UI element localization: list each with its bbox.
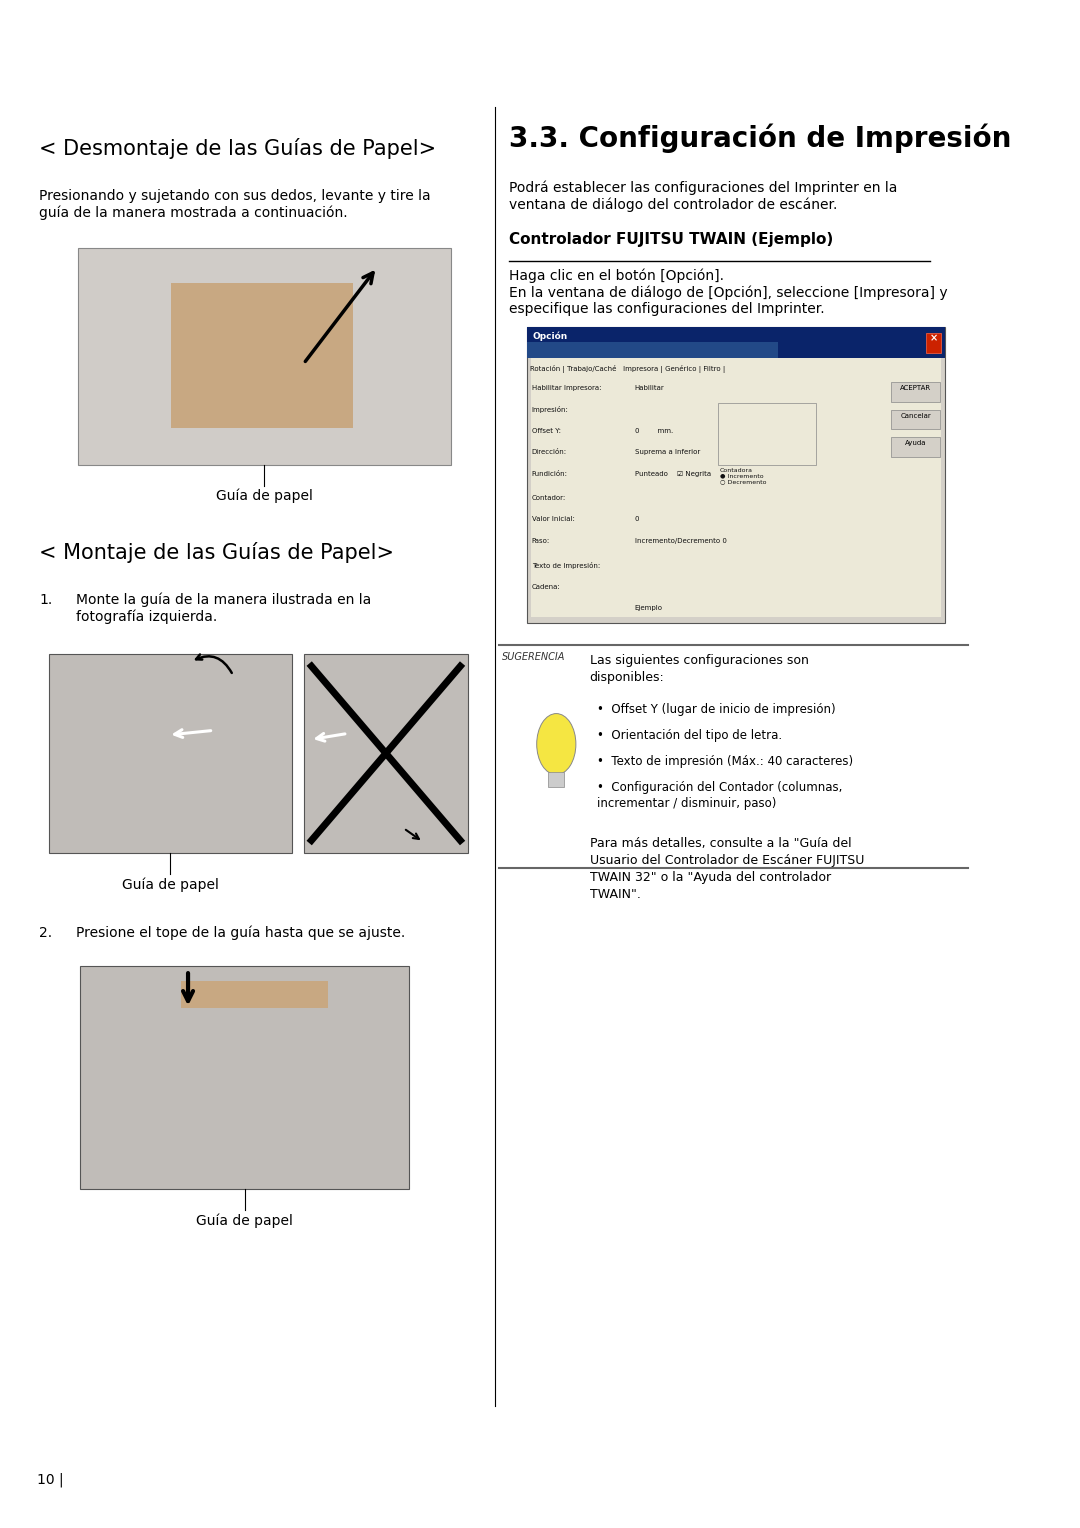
Text: Cancelar: Cancelar	[901, 413, 931, 419]
Text: ACEPTAR: ACEPTAR	[900, 385, 931, 391]
Bar	[172, 283, 352, 428]
Text: Punteado    ☑ Negrita: Punteado ☑ Negrita	[635, 471, 711, 477]
Text: Monte la guía de la manera ilustrada en la
fotografía izquierda.: Monte la guía de la manera ilustrada en …	[77, 593, 372, 623]
Bar	[80, 966, 409, 1189]
Text: Habilitar: Habilitar	[635, 385, 664, 391]
Text: Haga clic en el botón [Opción].
En la ventana de diálogo de [Opción], seleccione: Haga clic en el botón [Opción]. En la ve…	[510, 269, 948, 316]
Text: 0        mm.: 0 mm.	[635, 428, 673, 434]
Bar	[79, 248, 450, 465]
Bar	[181, 981, 328, 1008]
Text: •  Orientación del tipo de letra.: • Orientación del tipo de letra.	[597, 729, 783, 743]
Text: Offset Y:: Offset Y:	[531, 428, 561, 434]
Text: Valor Inicial:: Valor Inicial:	[531, 516, 575, 523]
Text: Dirección:: Dirección:	[531, 449, 567, 455]
Bar	[527, 327, 945, 623]
Text: Texto de Impresión:: Texto de Impresión:	[531, 562, 600, 570]
Text: < Montaje de las Guías de Papel>: < Montaje de las Guías de Papel>	[39, 542, 394, 564]
Text: Incremento/Decremento 0: Incremento/Decremento 0	[635, 538, 727, 544]
Text: Para más detalles, consulte a la "Guía del
Usuario del Controlador de Escáner FU: Para más detalles, consulte a la "Guía d…	[590, 837, 864, 902]
Text: Fundición:: Fundición:	[531, 471, 568, 477]
Text: Habilitar Impresora:: Habilitar Impresora:	[531, 385, 602, 391]
Bar	[718, 403, 815, 465]
Bar	[549, 772, 564, 787]
Text: Impresión:: Impresión:	[531, 406, 569, 414]
Text: Podrá establecer las configuraciones del Imprinter en la
ventana de diálogo del : Podrá establecer las configuraciones del…	[510, 180, 897, 211]
Text: 10 |: 10 |	[37, 1473, 64, 1487]
Text: Suprema a Inferior: Suprema a Inferior	[635, 449, 700, 455]
Text: •  Texto de impresión (Máx.: 40 caracteres): • Texto de impresión (Máx.: 40 caractere…	[597, 755, 853, 769]
Text: Las siguientes configuraciones son
disponibles:: Las siguientes configuraciones son dispo…	[590, 654, 809, 685]
Text: Ejemplo: Ejemplo	[635, 605, 663, 611]
Text: Contadora
● Incremento
○ Decremento: Contadora ● Incremento ○ Decremento	[720, 468, 767, 484]
Text: 1.: 1.	[39, 593, 53, 607]
Text: < Desmontaje de las Guías de Papel>: < Desmontaje de las Guías de Papel>	[39, 138, 436, 159]
Text: •  Offset Y (lugar de inicio de impresión): • Offset Y (lugar de inicio de impresión…	[597, 703, 836, 717]
Text: Presionando y sujetando con sus dedos, levante y tire la
guía de la manera mostr: Presionando y sujetando con sus dedos, l…	[39, 189, 431, 220]
Text: Paso:: Paso:	[531, 538, 550, 544]
Text: Guía de papel: Guía de papel	[122, 877, 219, 891]
Text: Cadena:: Cadena:	[531, 584, 561, 590]
Text: 0: 0	[635, 516, 639, 523]
Text: SUGERENCIA: SUGERENCIA	[502, 652, 566, 663]
Bar	[527, 342, 778, 358]
Text: Controlador FUJITSU TWAIN (Ejemplo): Controlador FUJITSU TWAIN (Ejemplo)	[510, 232, 834, 248]
Text: Rotación | Trabajo/Caché   Impresora | Genérico | Filtro |: Rotación | Trabajo/Caché Impresora | Gen…	[530, 365, 725, 373]
Bar	[891, 410, 941, 429]
Bar	[891, 382, 941, 402]
Text: Guía de papel: Guía de papel	[197, 1213, 294, 1227]
Bar	[527, 327, 945, 358]
Text: Opción: Opción	[532, 332, 568, 341]
Text: Ayuda: Ayuda	[905, 440, 927, 446]
Bar	[49, 654, 292, 853]
Bar	[926, 333, 941, 353]
Bar	[891, 437, 941, 457]
Text: •  Configuración del Contador (columnas,
incrementar / disminuir, paso): • Configuración del Contador (columnas, …	[597, 781, 842, 810]
Text: Contador:: Contador:	[531, 495, 566, 501]
Text: Guía de papel: Guía de papel	[216, 489, 313, 503]
Bar	[303, 654, 468, 853]
Text: Presione el tope de la guía hasta que se ajuste.: Presione el tope de la guía hasta que se…	[77, 926, 406, 940]
Circle shape	[537, 714, 576, 775]
Text: ×: ×	[929, 333, 937, 344]
Text: 3.3. Configuración de Impresión: 3.3. Configuración de Impresión	[510, 124, 1012, 153]
Text: 2.: 2.	[39, 926, 52, 940]
Bar	[531, 354, 941, 617]
